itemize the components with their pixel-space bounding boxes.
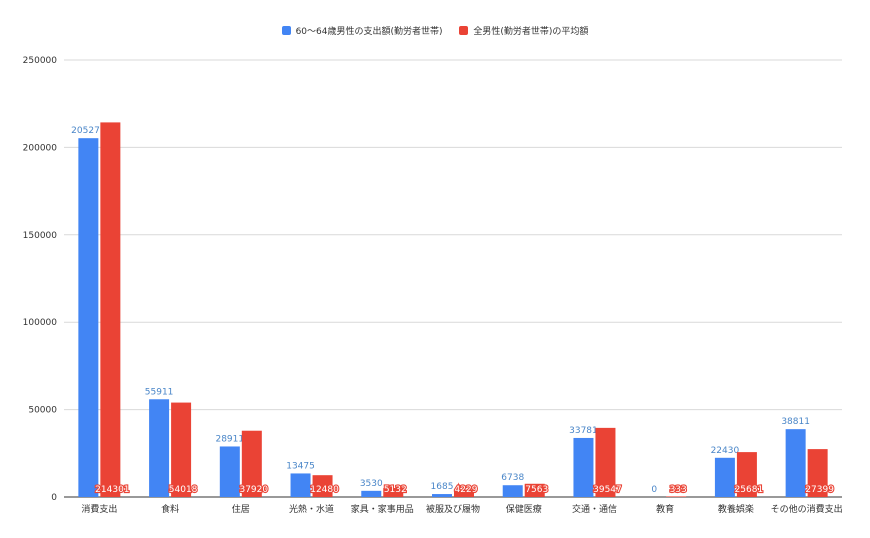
x-tick-label: 家具・家事用品	[351, 503, 414, 515]
data-label-series-1: 13475	[286, 461, 315, 471]
bar-series-1	[785, 429, 806, 497]
data-label-series-2: 25681	[735, 485, 764, 495]
bar-series-2	[383, 488, 404, 497]
data-label-series-2: 5132	[384, 485, 407, 495]
data-label-series-1: 55911	[145, 387, 174, 397]
x-tick-label: 教育	[656, 503, 674, 515]
data-label-series-1: 22430	[711, 446, 740, 456]
data-label-series-2: 214301	[95, 485, 129, 495]
y-tick-label: 150000	[23, 231, 58, 241]
bar-series-1	[361, 490, 382, 497]
data-label-series-2: 4229	[455, 485, 478, 495]
legend-item-series-1[interactable]: 60〜64歳男性の支出額(勤労者世帯)	[281, 24, 443, 37]
bar-series-2	[241, 430, 262, 497]
x-tick-label: 食料	[161, 503, 179, 515]
bar-series-2	[454, 489, 474, 497]
bar-series-1	[149, 399, 170, 497]
bar-series-1	[714, 457, 735, 497]
data-label-series-2: 39547	[593, 485, 622, 495]
bar-series-2	[171, 402, 192, 497]
data-label-series-1: 28911	[215, 434, 244, 444]
legend-swatch-blue	[281, 26, 291, 35]
x-tick-label: 交通・通信	[572, 503, 617, 515]
y-tick-label: 0	[51, 493, 57, 503]
bar-series-2	[595, 427, 616, 497]
y-tick-label: 200000	[23, 143, 58, 153]
data-label-series-1: 1685	[431, 482, 454, 492]
data-label-series-1: 33781	[569, 426, 598, 436]
data-label-series-2: 12480	[310, 485, 339, 495]
bar-series-1	[432, 494, 452, 497]
bar-series-1	[78, 138, 99, 498]
x-tick-label: 消費支出	[81, 503, 117, 515]
legend-label: 全男性(勤労者世帯)の平均額	[473, 27, 589, 37]
bar-series-2	[666, 496, 687, 497]
data-label-series-2: 54018	[169, 485, 198, 495]
data-label-series-2: 37920	[239, 485, 268, 495]
x-tick-label: 保健医療	[506, 503, 542, 515]
y-tick-label: 100000	[23, 318, 58, 328]
chart-legend: 60〜64歳男性の支出額(勤労者世帯) 全男性(勤労者世帯)の平均額	[0, 24, 870, 37]
data-label-series-1: 0	[651, 485, 657, 495]
y-tick-label: 50000	[28, 406, 57, 416]
y-tick-label: 250000	[23, 56, 58, 66]
data-label-series-2: 333	[670, 485, 687, 495]
bar-series-1	[219, 446, 240, 497]
x-tick-label: 被服及び履物	[426, 503, 480, 515]
data-label-series-1: 3530	[360, 479, 383, 489]
bar-series-2	[524, 483, 545, 497]
data-label-series-1: 38811	[781, 417, 810, 427]
x-tick-label: 光熱・水道	[289, 503, 334, 515]
x-tick-label: 住居	[232, 503, 250, 515]
x-tick-label: その他の消費支出	[771, 503, 843, 515]
data-label-series-1: 6738	[501, 473, 524, 483]
bar-series-2	[312, 475, 333, 497]
data-label-series-2: 7563	[525, 485, 548, 495]
legend-item-series-2[interactable]: 全男性(勤労者世帯)の平均額	[459, 24, 588, 37]
bar-series-1	[573, 437, 594, 497]
x-tick-label: 教養娯楽	[718, 503, 754, 515]
bar-series-1	[290, 473, 311, 497]
bar-series-2	[807, 449, 828, 497]
bar-series-1	[502, 485, 523, 497]
legend-label: 60〜64歳男性の支出額(勤労者世帯)	[295, 27, 443, 37]
legend-swatch-red	[459, 26, 469, 35]
bar-series-2	[100, 122, 121, 497]
data-label-series-2: 27399	[805, 485, 834, 495]
data-label-series-1: 205271	[71, 126, 105, 136]
bar-series-2	[736, 452, 757, 497]
